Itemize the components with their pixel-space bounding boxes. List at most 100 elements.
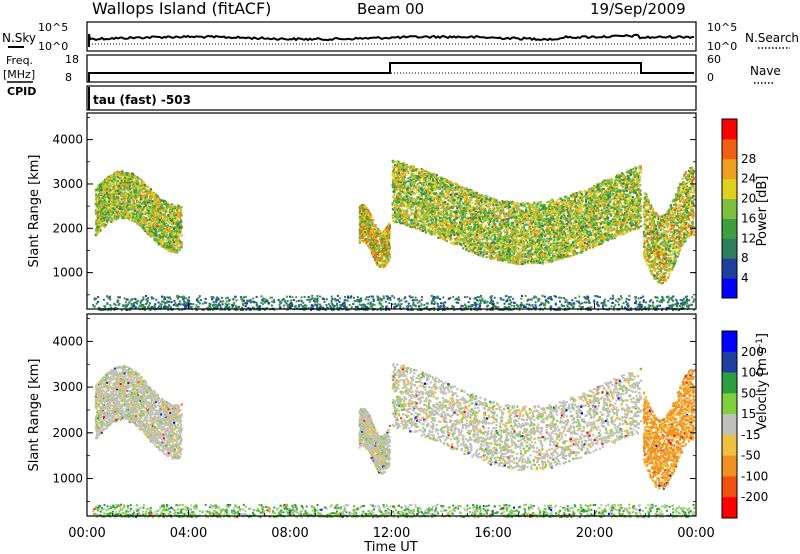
power-cell xyxy=(125,217,127,219)
power-cell xyxy=(133,183,135,185)
power-cell xyxy=(136,185,138,187)
power-cell xyxy=(118,199,120,201)
power-cell xyxy=(163,207,165,209)
power-cell xyxy=(114,215,116,217)
power-cell xyxy=(469,189,471,191)
power-cell xyxy=(97,197,99,199)
power-cell xyxy=(556,243,558,245)
power-cell xyxy=(98,224,100,226)
power-cell xyxy=(180,224,182,226)
noise-left-label: N.Sky xyxy=(2,31,36,45)
power-cell xyxy=(144,229,146,231)
power-cell xyxy=(136,217,138,219)
power-cell xyxy=(381,259,383,261)
power-cell xyxy=(137,181,139,183)
power-cell xyxy=(380,264,382,266)
power-cell xyxy=(379,238,381,240)
power-cell xyxy=(181,242,183,244)
power-cell xyxy=(157,235,159,237)
power-cell xyxy=(118,204,120,206)
power-cell xyxy=(98,203,100,205)
power-cell xyxy=(142,192,144,194)
power-cell xyxy=(121,180,123,182)
power-cell xyxy=(162,238,164,240)
power-cell xyxy=(103,211,105,213)
power-cell xyxy=(162,226,164,228)
power-cell xyxy=(389,227,391,229)
power-cell xyxy=(125,187,127,189)
power-cell xyxy=(134,207,136,209)
power-cell xyxy=(104,220,106,222)
power-cell xyxy=(175,251,177,253)
power-cell xyxy=(169,206,171,208)
power-cell xyxy=(546,238,548,240)
power-cell xyxy=(110,183,112,185)
power-cell xyxy=(143,201,145,203)
power-cell xyxy=(377,235,379,237)
power-cell xyxy=(412,213,414,215)
power-cell xyxy=(368,230,370,232)
power-cell xyxy=(579,219,581,221)
power-cell xyxy=(125,197,127,199)
power-cell xyxy=(160,236,162,238)
power-cell xyxy=(112,188,114,190)
power-cell xyxy=(128,178,130,180)
power-cell xyxy=(169,233,171,235)
power-cell xyxy=(120,211,122,213)
power-cell xyxy=(368,240,370,242)
power-cell xyxy=(124,191,126,193)
power-cell xyxy=(137,192,139,194)
power-cell xyxy=(180,214,182,216)
power-cell xyxy=(484,195,486,197)
power-cell xyxy=(180,221,182,223)
power-cell xyxy=(386,260,388,262)
power-cell xyxy=(110,189,112,191)
power-cell xyxy=(119,176,121,178)
power-cell xyxy=(369,224,371,226)
power-cell xyxy=(381,238,383,240)
noise-sky-line xyxy=(89,34,694,47)
power-cell xyxy=(126,176,128,178)
power-cell xyxy=(152,195,154,197)
power-cell xyxy=(124,184,126,186)
power-cell xyxy=(139,192,141,194)
power-cell xyxy=(105,214,107,216)
power-cell xyxy=(147,186,149,188)
power-cell xyxy=(378,258,380,260)
power-cell xyxy=(382,262,384,264)
power-cell xyxy=(164,245,166,247)
power-cell xyxy=(97,217,99,219)
power-cell xyxy=(112,204,114,206)
power-cell xyxy=(100,183,102,185)
power-cell xyxy=(364,241,366,243)
power-cell xyxy=(367,245,369,247)
power-cell xyxy=(157,220,159,222)
power-cell xyxy=(170,214,172,216)
power-cell xyxy=(124,177,126,179)
power-cell xyxy=(384,231,386,233)
power-cell xyxy=(369,234,371,236)
power-cell xyxy=(160,234,162,236)
power-cell xyxy=(134,210,136,212)
power-cell xyxy=(137,177,139,179)
power-cell xyxy=(106,217,108,219)
power-cell xyxy=(386,263,388,265)
power-cell xyxy=(121,215,123,217)
power-cell xyxy=(123,204,125,206)
power-cell xyxy=(179,244,181,246)
power-cell xyxy=(150,210,152,212)
power-cell xyxy=(124,206,126,208)
power-cell xyxy=(150,225,152,227)
power-cell xyxy=(97,226,99,228)
power-cell xyxy=(118,215,120,217)
power-cell xyxy=(365,223,367,225)
power-cell xyxy=(126,205,128,207)
power-cell xyxy=(124,214,126,216)
power-cell xyxy=(114,183,116,185)
power-cell xyxy=(159,199,161,201)
power-cell xyxy=(171,241,173,243)
power-cell xyxy=(363,210,365,212)
power-cell xyxy=(128,192,130,194)
power-cell xyxy=(360,228,362,230)
power-cell xyxy=(367,218,369,220)
